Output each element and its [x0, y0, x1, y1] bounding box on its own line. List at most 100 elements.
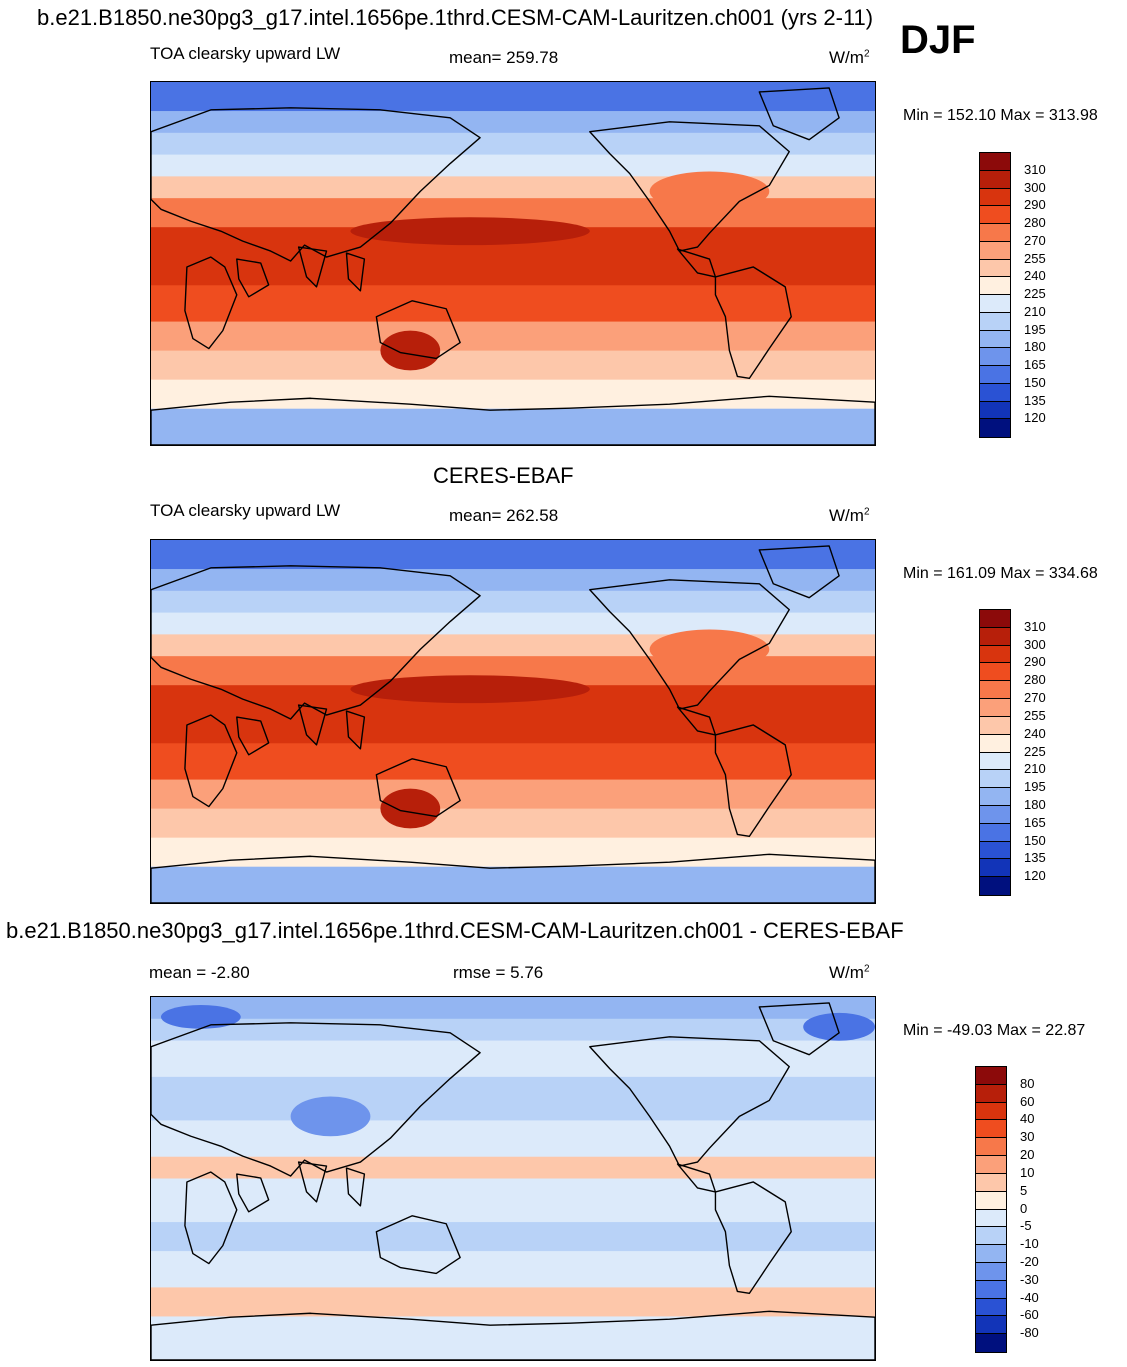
coastline	[184, 1171, 238, 1265]
colorbar-swatch	[980, 627, 1010, 646]
panel1-title: b.e21.B1850.ne30pg3_g17.intel.1656pe.1th…	[37, 5, 874, 30]
coastline	[714, 1181, 792, 1295]
coastline	[151, 565, 481, 720]
colorbar-swatch	[980, 716, 1010, 735]
panel1-colorbar	[979, 152, 1011, 438]
field-feature	[803, 1012, 875, 1041]
coastline	[589, 1036, 790, 1167]
colorbar-swatch	[976, 1191, 1006, 1210]
coastline	[151, 1022, 481, 1177]
field-band	[151, 743, 875, 781]
colorbar-swatch	[980, 841, 1010, 860]
colorbar-swatch	[976, 1084, 1006, 1103]
colorbar-label: 310	[1024, 161, 1046, 177]
panel3-title: b.e21.B1850.ne30pg3_g17.intel.1656pe.1th…	[6, 918, 904, 943]
panel3-map	[150, 996, 876, 1361]
colorbar-label: 280	[1024, 672, 1046, 688]
field-band	[151, 837, 875, 868]
map-field	[151, 997, 875, 1360]
coastline	[758, 87, 840, 141]
field-band	[151, 321, 875, 352]
colorbar-label: -30	[1020, 1271, 1039, 1287]
colorbar-swatch	[980, 805, 1010, 824]
colorbar-swatch	[976, 1173, 1006, 1192]
colorbar-label: 120	[1024, 410, 1046, 426]
field-feature	[380, 330, 441, 371]
field-band	[151, 379, 875, 410]
coastline	[151, 853, 875, 903]
colorbar-swatch	[980, 348, 1010, 366]
colorbar-swatch	[980, 788, 1010, 806]
colorbar-label: 135	[1024, 850, 1046, 866]
colorbar-swatch	[976, 1316, 1006, 1335]
colorbar-label: 270	[1024, 232, 1046, 248]
colorbar-label: 180	[1024, 796, 1046, 812]
colorbar-swatch	[980, 170, 1010, 189]
coastline	[236, 258, 270, 298]
colorbar-label: 290	[1024, 654, 1046, 670]
colorbar-label: 60	[1020, 1093, 1035, 1109]
field-band	[151, 285, 875, 323]
colorbar-label: 255	[1024, 250, 1046, 266]
colorbar-swatch	[976, 1209, 1006, 1228]
colorbar-swatch	[980, 610, 1010, 628]
colorbar-swatch	[980, 859, 1010, 878]
colorbar-label: 280	[1024, 215, 1046, 230]
colorbar-swatch	[980, 206, 1010, 224]
coastline	[184, 256, 238, 350]
field-band	[151, 82, 875, 113]
colorbar-swatch	[976, 1280, 1006, 1299]
panel1-minmax: Min = 152.10 Max = 313.98	[903, 107, 1098, 124]
field-band	[151, 1120, 875, 1158]
panel2-minmax: Min = 161.09 Max = 334.68	[903, 565, 1098, 582]
colorbar-label: 210	[1024, 761, 1046, 777]
panel3-colorbar	[975, 1066, 1007, 1353]
field-band	[151, 1251, 875, 1289]
coastline	[345, 1167, 366, 1207]
colorbar-swatch	[976, 1298, 1006, 1317]
season-label: DJF	[900, 18, 976, 62]
field-band	[151, 779, 875, 810]
colorbar-swatch	[976, 1227, 1006, 1246]
field-feature	[649, 629, 770, 670]
coastline	[345, 710, 366, 750]
colorbar-swatch	[980, 645, 1010, 664]
field-band	[151, 1018, 875, 1042]
panel2-variable: TOA clearsky upward LW	[150, 501, 341, 520]
colorbar-label: -60	[1020, 1307, 1039, 1323]
panel1-variable: TOA clearsky upward LW	[150, 44, 341, 63]
colorbar-label: 210	[1024, 303, 1046, 319]
colorbar-label: 120	[1024, 868, 1046, 884]
colorbar-label: 180	[1024, 339, 1046, 355]
panel2-title: CERES-EBAF	[433, 463, 574, 488]
coastline	[297, 246, 328, 288]
colorbar-label: -80	[1020, 1325, 1039, 1341]
colorbar-label: 225	[1024, 286, 1046, 301]
colorbar-swatch	[980, 277, 1010, 295]
field-band	[151, 866, 875, 903]
coastline	[758, 545, 840, 599]
colorbar-swatch	[976, 1262, 1006, 1281]
coastline	[589, 579, 790, 710]
colorbar-swatch	[980, 419, 1010, 437]
panel2-map	[150, 539, 876, 904]
colorbar-label: 135	[1024, 392, 1046, 408]
colorbar-swatch	[980, 330, 1010, 349]
colorbar-swatch	[980, 241, 1010, 260]
map-field	[151, 540, 875, 903]
colorbar-swatch	[980, 383, 1010, 402]
colorbar-label: 300	[1024, 179, 1046, 195]
colorbar-swatch	[980, 312, 1010, 331]
colorbar-label: 270	[1024, 690, 1046, 706]
colorbar-swatch	[976, 1156, 1006, 1174]
field-feature	[350, 675, 590, 704]
coastline	[236, 1173, 270, 1213]
colorbar-swatch	[976, 1334, 1006, 1352]
field-band	[151, 1178, 875, 1224]
field-band	[151, 350, 875, 381]
colorbar-label: 195	[1024, 321, 1046, 337]
coastline	[151, 107, 481, 262]
colorbar-swatch	[980, 752, 1010, 771]
coastline	[714, 724, 792, 838]
colorbar-label: 300	[1024, 636, 1046, 652]
